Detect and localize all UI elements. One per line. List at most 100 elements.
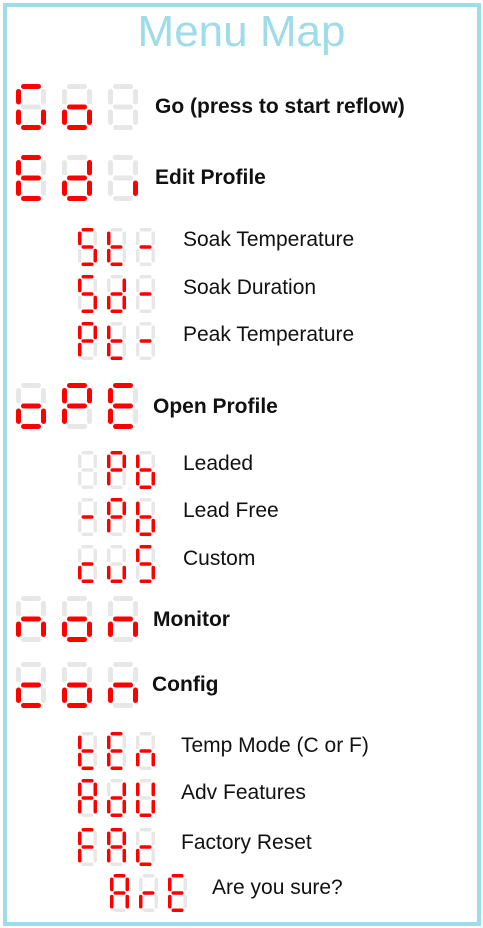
- segment-off: [21, 383, 41, 388]
- segment-off: [154, 894, 158, 909]
- segment-off: [16, 388, 21, 404]
- seven-segment-display: [16, 84, 138, 130]
- segment-on: [139, 292, 152, 296]
- segment-off: [113, 104, 133, 110]
- segment-on: [139, 515, 152, 519]
- segment-off: [62, 667, 67, 683]
- segment-on: [81, 292, 94, 296]
- segment-on: [16, 621, 21, 637]
- segment-digit: [78, 498, 97, 536]
- segment-on: [67, 175, 87, 181]
- segment-on: [110, 356, 123, 360]
- segment-off: [78, 295, 82, 310]
- seven-segment-display: [16, 662, 138, 708]
- segment-on: [87, 687, 92, 703]
- segment-off: [93, 752, 97, 767]
- menu-item-label: Temp Mode (C or F): [181, 734, 369, 757]
- segment-off: [67, 662, 87, 667]
- segment-off: [93, 848, 97, 863]
- seven-segment-display: [78, 779, 155, 817]
- segment-off: [122, 231, 126, 246]
- segment-off: [93, 518, 97, 533]
- segment-on: [21, 682, 41, 688]
- segment-off: [78, 501, 82, 516]
- segment-digit: [108, 383, 138, 429]
- segment-on: [133, 180, 138, 196]
- segment-on: [81, 309, 94, 313]
- segment-on: [122, 782, 126, 797]
- segment-on: [122, 501, 126, 516]
- segment-on: [78, 735, 82, 750]
- segment-on: [168, 894, 172, 909]
- segment-off: [67, 84, 87, 89]
- segment-on: [87, 388, 92, 404]
- segment-digit: [62, 155, 92, 201]
- segment-off: [41, 89, 46, 105]
- segment-on: [139, 245, 152, 249]
- segment-on: [136, 518, 140, 533]
- segment-off: [41, 388, 46, 404]
- segment-on: [81, 766, 94, 770]
- segment-on: [113, 383, 133, 388]
- segment-digit: [110, 874, 129, 912]
- segment-on: [108, 388, 113, 404]
- segment-on: [139, 894, 143, 909]
- segment-off: [136, 231, 140, 246]
- seven-segment-display: [78, 732, 155, 770]
- segment-on: [21, 703, 41, 708]
- segment-on: [151, 799, 155, 814]
- segment-on: [67, 637, 87, 642]
- segment-on: [81, 515, 94, 519]
- segment-off: [113, 175, 133, 181]
- segment-off: [110, 322, 123, 326]
- menu-item-label: Adv Features: [181, 781, 306, 804]
- segment-off: [151, 501, 155, 516]
- segment-on: [108, 687, 113, 703]
- segment-off: [142, 908, 155, 912]
- segment-digit: [62, 383, 92, 429]
- segment-on: [110, 845, 123, 849]
- segment-off: [133, 667, 138, 683]
- segment-off: [41, 160, 46, 176]
- segment-off: [113, 703, 133, 708]
- segment-off: [108, 109, 113, 125]
- segment-on: [78, 848, 82, 863]
- segment-off: [122, 248, 126, 263]
- segment-on: [62, 388, 67, 404]
- segment-on: [107, 565, 111, 580]
- segment-off: [108, 667, 113, 683]
- segment-on: [139, 545, 152, 549]
- segment-off: [154, 877, 158, 892]
- segment-on: [78, 342, 82, 357]
- segment-on: [110, 894, 114, 909]
- segment-off: [133, 408, 138, 424]
- segment-on: [16, 687, 21, 703]
- segment-off: [108, 89, 113, 105]
- segment-on: [78, 799, 82, 814]
- segment-on: [122, 848, 126, 863]
- segment-digit: [139, 874, 158, 912]
- segment-off: [139, 779, 152, 783]
- seven-segment-display: [110, 874, 187, 912]
- seven-segment-display: [78, 498, 155, 536]
- segment-off: [81, 451, 94, 455]
- segment-on: [81, 749, 94, 753]
- segment-digit: [108, 662, 138, 708]
- segment-off: [93, 501, 97, 516]
- menu-item-label: Soak Duration: [183, 276, 317, 299]
- segment-on: [87, 621, 92, 637]
- segment-off: [136, 565, 140, 580]
- segment-on: [16, 89, 21, 105]
- segment-on: [171, 891, 184, 895]
- segment-on: [78, 278, 82, 293]
- segment-off: [151, 325, 155, 340]
- segment-on: [151, 782, 155, 797]
- segment-on: [136, 782, 140, 797]
- segment-digit: [136, 322, 155, 360]
- segment-on: [81, 562, 94, 566]
- segment-digit: [108, 84, 138, 130]
- menu-item-label: Custom: [183, 547, 256, 570]
- segment-on: [107, 518, 111, 533]
- segment-digit: [136, 275, 155, 313]
- segment-on: [93, 295, 97, 310]
